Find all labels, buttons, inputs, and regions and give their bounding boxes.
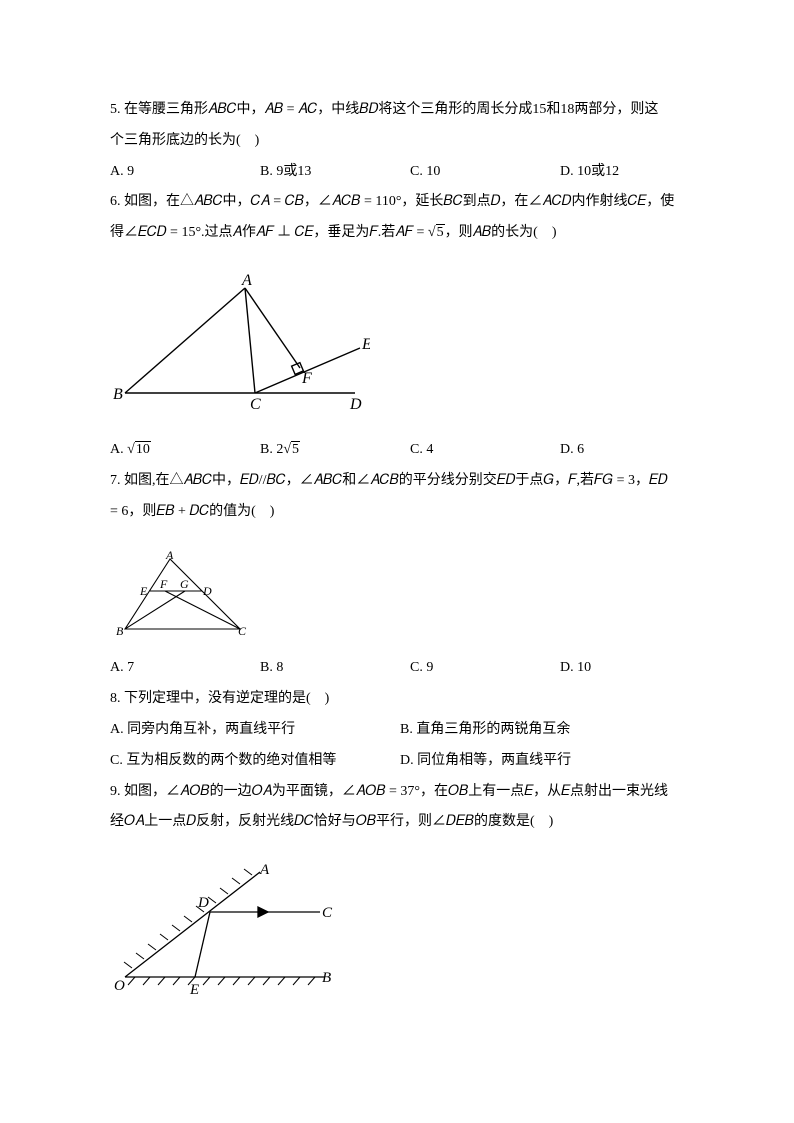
label-A: A	[259, 862, 270, 878]
q5-text1: 在等腰三角形𝐴𝐵𝐶中，𝐴𝐵 = 𝐴𝐶，中线𝐵𝐷将这个三角形的周长分成15和18两…	[124, 102, 658, 117]
q8-row2: C. 互为相反数的两个数的绝对值相等 D. 同位角相等，两直线平行	[110, 746, 684, 777]
q7-diagram: A B C E D F G	[110, 551, 270, 641]
exam-page: 5. 在等腰三角形𝐴𝐵𝐶中，𝐴𝐵 = 𝐴𝐶，中线𝐵𝐷将这个三角形的周长分成15和…	[0, 0, 794, 1049]
label-F: F	[301, 370, 312, 387]
q6-sqrt5: 5	[436, 224, 445, 240]
q7-figure: A B C E D F G	[110, 551, 684, 641]
q6-options: A. 10 B. 25 C. 4 D. 6	[110, 435, 684, 466]
q6-opt-d: D. 6	[560, 435, 680, 466]
label-B: B	[116, 624, 124, 638]
q9-num: 9.	[110, 784, 121, 799]
label-D: D	[202, 584, 212, 598]
q6-line1: 6. 如图，在△𝐴𝐵𝐶中，𝐶𝐴 = 𝐶𝐵，∠𝐴𝐶𝐵 = 110°，延长𝐵𝐶到点𝐷…	[110, 187, 684, 218]
q5-num: 5.	[110, 102, 121, 117]
q6-text1: 如图，在△𝐴𝐵𝐶中，𝐶𝐴 = 𝐶𝐵，∠𝐴𝐶𝐵 = 110°，延长𝐵𝐶到点𝐷，在∠…	[124, 194, 674, 209]
q7-line2: = 6，则𝐸𝐵 + 𝐷𝐶的值为( )	[110, 497, 684, 528]
q7-line1: 7. 如图,在△𝐴𝐵𝐶中，𝐸𝐷//𝐵𝐶，∠𝐴𝐵𝐶和∠𝐴𝐶𝐵的平分线分别交𝐸𝐷于点…	[110, 466, 684, 497]
label-D: D	[349, 396, 362, 413]
q6-figure: A B C D E F	[110, 273, 684, 423]
sqrt-icon: 10	[127, 435, 151, 466]
q9-figure: A O B D E C	[110, 862, 684, 997]
label-O: O	[114, 978, 125, 994]
label-D: D	[197, 895, 209, 911]
label-A: A	[165, 551, 174, 562]
label-E: E	[189, 982, 199, 997]
q8-text1: 下列定理中，没有逆定理的是( )	[124, 691, 329, 706]
q8-num: 8.	[110, 691, 121, 706]
q8-line1: 8. 下列定理中，没有逆定理的是( )	[110, 684, 684, 715]
label-E: E	[361, 336, 370, 353]
q6-diagram: A B C D E F	[110, 273, 370, 423]
sqrt-icon: 5	[283, 435, 300, 466]
q6-opt-a: A. 10	[110, 435, 260, 466]
q7-text1: 如图,在△𝐴𝐵𝐶中，𝐸𝐷//𝐵𝐶，∠𝐴𝐵𝐶和∠𝐴𝐶𝐵的平分线分别交𝐸𝐷于点𝐺，𝐹…	[124, 473, 668, 488]
q5-opt-d: D. 10或12	[560, 157, 680, 188]
label-A: A	[241, 273, 252, 289]
q7-options: A. 7 B. 8 C. 9 D. 10	[110, 653, 684, 684]
q7-num: 7.	[110, 473, 121, 488]
label-C: C	[250, 396, 261, 413]
q8-row1: A. 同旁内角互补，两直线平行 B. 直角三角形的两锐角互余	[110, 715, 684, 746]
q6-num: 6.	[110, 194, 121, 209]
q5-line2: 个三角形底边的长为( )	[110, 126, 684, 157]
q5-opt-c: C. 10	[410, 157, 560, 188]
label-F: F	[159, 577, 168, 591]
label-B: B	[113, 386, 123, 403]
q8-opt-a: A. 同旁内角互补，两直线平行	[110, 715, 400, 746]
label-G: G	[180, 577, 189, 591]
q8-opt-d: D. 同位角相等，两直线平行	[400, 746, 571, 777]
q9-line2: 经𝑂𝐴上一点𝐷反射，反射光线𝐷𝐶恰好与𝑂𝐵平行，则∠𝐷𝐸𝐵的度数是( )	[110, 807, 684, 838]
label-C: C	[238, 624, 247, 638]
sqrt-icon: 5	[428, 218, 445, 249]
q8-opt-c: C. 互为相反数的两个数的绝对值相等	[110, 746, 400, 777]
q5-opt-b: B. 9或13	[260, 157, 410, 188]
label-B: B	[322, 970, 331, 986]
q5-opt-a: A. 9	[110, 157, 260, 188]
q6-opt-b: B. 25	[260, 435, 410, 466]
q7-opt-b: B. 8	[260, 653, 410, 684]
q9-line1: 9. 如图，∠𝐴𝑂𝐵的一边𝑂𝐴为平面镜，∠𝐴𝑂𝐵 = 37°，在𝑂𝐵上有一点𝐸，…	[110, 777, 684, 808]
label-E: E	[139, 584, 148, 598]
q7-opt-d: D. 10	[560, 653, 680, 684]
q8-opt-b: B. 直角三角形的两锐角互余	[400, 715, 570, 746]
q5-options: A. 9 B. 9或13 C. 10 D. 10或12	[110, 157, 684, 188]
label-C: C	[322, 905, 333, 921]
q7-opt-c: C. 9	[410, 653, 560, 684]
q6-text2c: ，则𝐴𝐵的长为( )	[445, 225, 557, 240]
q6-line2: 得∠𝐸𝐶𝐷 = 15°.过点𝐴作𝐴𝐹 ⊥ 𝐶𝐸，垂足为𝐹.若𝐴𝐹 = 5，则𝐴𝐵…	[110, 218, 684, 249]
q6-opt-c: C. 4	[410, 435, 560, 466]
q7-opt-a: A. 7	[110, 653, 260, 684]
q6-text2: 得∠𝐸𝐶𝐷 = 15°.过点𝐴作𝐴𝐹 ⊥ 𝐶𝐸，垂足为𝐹.若𝐴𝐹 =	[110, 225, 428, 240]
q9-text1: 如图，∠𝐴𝑂𝐵的一边𝑂𝐴为平面镜，∠𝐴𝑂𝐵 = 37°，在𝑂𝐵上有一点𝐸，从𝐸点…	[124, 784, 668, 799]
q5-line1: 5. 在等腰三角形𝐴𝐵𝐶中，𝐴𝐵 = 𝐴𝐶，中线𝐵𝐷将这个三角形的周长分成15和…	[110, 95, 684, 126]
q9-diagram: A O B D E C	[110, 862, 340, 997]
